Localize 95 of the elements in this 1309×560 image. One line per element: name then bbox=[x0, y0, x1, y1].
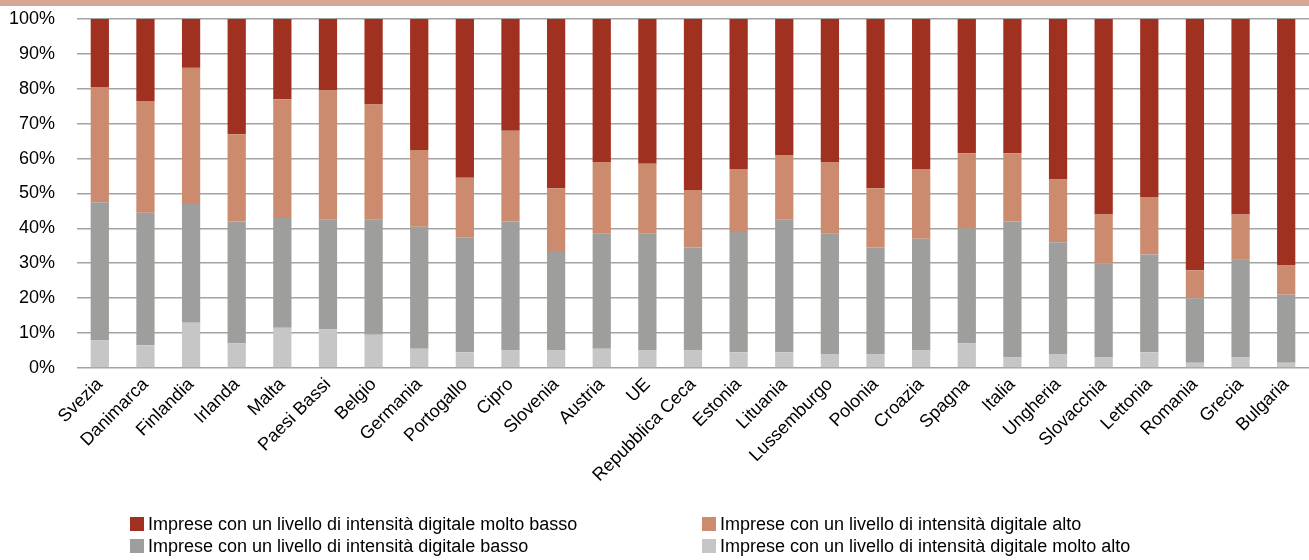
bar bbox=[912, 350, 931, 368]
bar bbox=[364, 104, 383, 220]
bar bbox=[181, 67, 201, 204]
bar bbox=[1048, 354, 1068, 368]
y-tick-label: 30% bbox=[18, 252, 55, 273]
bar bbox=[912, 169, 931, 239]
bar bbox=[866, 354, 885, 368]
x-tick-label: UE bbox=[621, 373, 654, 406]
bar bbox=[136, 101, 155, 213]
y-tick-label: 70% bbox=[18, 112, 55, 133]
bar bbox=[364, 19, 383, 105]
bar bbox=[683, 190, 703, 248]
bar bbox=[364, 334, 383, 368]
bar bbox=[1140, 352, 1159, 368]
bar bbox=[592, 348, 611, 368]
bar bbox=[1277, 265, 1296, 295]
y-tick-label: 90% bbox=[18, 42, 55, 63]
bar bbox=[1003, 357, 1022, 368]
bar bbox=[1094, 214, 1113, 264]
bar bbox=[181, 322, 201, 368]
bar bbox=[1231, 214, 1250, 260]
y-tick-label: 60% bbox=[18, 147, 55, 168]
bar bbox=[775, 155, 794, 220]
bar bbox=[227, 134, 246, 222]
bar bbox=[273, 19, 292, 100]
bar bbox=[546, 19, 566, 189]
bar bbox=[1094, 357, 1113, 368]
legend-label: Imprese con un livello di intensità digitale molto alto bbox=[720, 535, 1131, 557]
bar bbox=[729, 169, 748, 232]
bar bbox=[410, 348, 429, 368]
bar bbox=[638, 19, 657, 164]
legend-label: Imprese con un livello di intensità digitale alto bbox=[720, 513, 1082, 535]
y-tick-label: 80% bbox=[18, 77, 55, 98]
y-tick-label: 10% bbox=[18, 322, 55, 343]
bar bbox=[957, 153, 976, 229]
bar bbox=[1231, 19, 1250, 215]
bar bbox=[1277, 19, 1296, 266]
bar bbox=[1003, 19, 1022, 154]
bar bbox=[546, 188, 566, 252]
bar bbox=[1003, 153, 1022, 222]
bar bbox=[683, 350, 703, 368]
y-tick-label: 50% bbox=[18, 182, 55, 203]
bar bbox=[90, 87, 109, 203]
bar bbox=[1048, 19, 1068, 180]
legend-label: Imprese con un livello di intensità digitale basso bbox=[148, 535, 529, 557]
bar bbox=[90, 19, 109, 88]
bar bbox=[410, 149, 429, 227]
y-tick-label: 0% bbox=[28, 356, 55, 377]
bar bbox=[912, 19, 931, 170]
bar bbox=[592, 162, 611, 234]
bar bbox=[729, 19, 748, 170]
bar bbox=[318, 329, 338, 368]
bar bbox=[455, 177, 474, 238]
bar bbox=[592, 19, 611, 163]
bar bbox=[501, 350, 520, 368]
bar bbox=[227, 19, 246, 135]
bar bbox=[1140, 196, 1159, 255]
bar bbox=[318, 19, 338, 91]
bar bbox=[1185, 270, 1205, 299]
bar bbox=[181, 19, 201, 68]
bar bbox=[866, 188, 885, 248]
bar bbox=[1094, 19, 1113, 215]
bar bbox=[410, 19, 429, 150]
bar bbox=[273, 327, 292, 368]
bar bbox=[546, 350, 566, 368]
bar bbox=[136, 19, 155, 102]
bar bbox=[1048, 179, 1068, 243]
y-tick-label: 40% bbox=[18, 217, 55, 238]
bar bbox=[90, 340, 109, 368]
bar bbox=[273, 99, 292, 218]
bar bbox=[957, 19, 976, 154]
bar bbox=[227, 343, 246, 368]
bar bbox=[775, 352, 794, 368]
bar bbox=[1140, 19, 1159, 197]
legend-label: Imprese con un livello di intensità digitale molto basso bbox=[148, 513, 578, 535]
bar bbox=[136, 345, 155, 368]
bar bbox=[683, 19, 703, 191]
bar bbox=[455, 352, 474, 368]
bar bbox=[638, 350, 657, 368]
y-tick-label: 20% bbox=[18, 287, 55, 308]
bar bbox=[638, 163, 657, 234]
bar bbox=[501, 130, 520, 222]
bar bbox=[820, 162, 840, 234]
bar bbox=[501, 19, 520, 131]
bar bbox=[318, 90, 338, 220]
y-tick-label: 100% bbox=[8, 7, 55, 28]
bar bbox=[1231, 357, 1250, 368]
bar bbox=[820, 354, 840, 368]
bar bbox=[1185, 19, 1205, 271]
bar bbox=[775, 19, 794, 156]
bar bbox=[957, 343, 976, 368]
bar bbox=[729, 352, 748, 368]
bar bbox=[866, 19, 885, 189]
bar bbox=[820, 19, 840, 163]
bar bbox=[455, 19, 474, 178]
